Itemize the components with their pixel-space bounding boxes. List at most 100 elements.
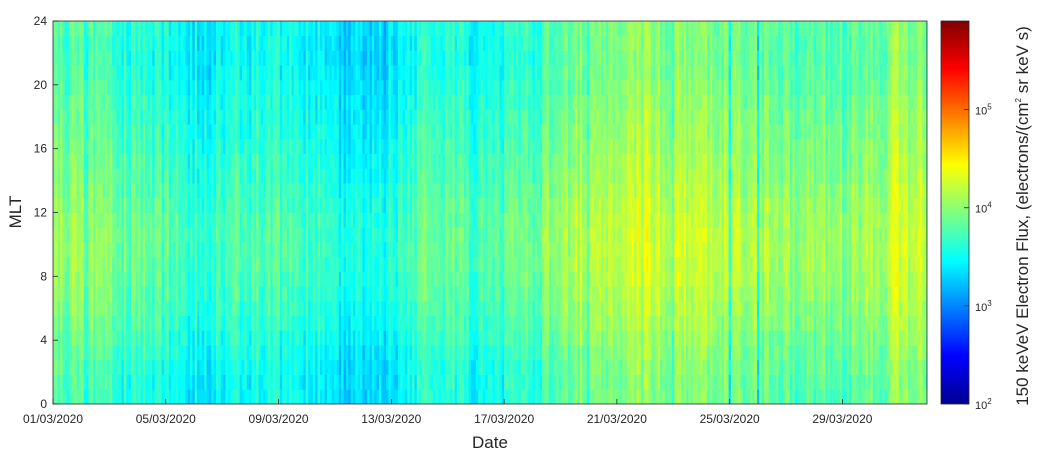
heatmap-cell — [454, 271, 458, 287]
heatmap-cell — [497, 374, 500, 390]
heatmap-cell — [390, 227, 394, 243]
heatmap-cell — [402, 168, 406, 184]
heatmap-cell — [180, 256, 184, 272]
heatmap-cell — [289, 21, 292, 37]
heatmap-cell — [78, 65, 82, 81]
heatmap-cell — [204, 330, 207, 346]
heatmap-cell — [364, 256, 368, 272]
heatmap-cell — [154, 124, 158, 140]
heatmap-cell — [291, 124, 295, 140]
heatmap-cell — [336, 359, 340, 375]
heatmap-cell — [426, 35, 429, 51]
heatmap-cell — [388, 94, 392, 110]
heatmap-cell — [367, 35, 370, 51]
heatmap-cell — [367, 168, 370, 184]
heatmap-cell — [315, 315, 318, 331]
heatmap-cell — [329, 35, 333, 51]
heatmap-cell — [456, 374, 460, 390]
heatmap-cell — [164, 359, 167, 375]
heatmap-cell — [116, 197, 120, 213]
heatmap-cell — [230, 359, 233, 375]
heatmap-cell — [367, 345, 370, 361]
heatmap-cell — [225, 138, 229, 154]
heatmap-cell — [393, 94, 396, 110]
heatmap-cell — [487, 109, 491, 125]
heatmap-cell — [369, 197, 373, 213]
heatmap-cell — [95, 50, 99, 66]
heatmap-cell — [76, 109, 80, 125]
heatmap-cell — [286, 330, 290, 346]
heatmap-cell — [265, 345, 269, 361]
heatmap-cell — [497, 315, 500, 331]
heatmap-cell — [374, 138, 378, 154]
heatmap-cell — [362, 79, 366, 96]
heatmap-cell — [282, 168, 285, 184]
heatmap-cell — [279, 197, 283, 213]
heatmap-cell — [227, 212, 231, 228]
heatmap-cell — [175, 389, 179, 404]
heatmap-cell — [322, 138, 326, 154]
heatmap-cell — [324, 21, 328, 37]
heatmap-cell — [400, 65, 403, 81]
heatmap-cell — [253, 65, 257, 81]
heatmap-cell — [331, 183, 335, 199]
heatmap-cell — [475, 374, 479, 390]
heatmap-cell — [161, 168, 165, 184]
heatmap-cell — [182, 389, 186, 404]
heatmap-cell — [369, 256, 373, 272]
heatmap-cell — [402, 389, 406, 404]
heatmap-cell — [100, 300, 103, 317]
heatmap-cell — [204, 197, 207, 213]
heatmap-cell — [348, 359, 352, 375]
heatmap-cell — [317, 138, 321, 154]
heatmap-cell — [487, 389, 491, 404]
heatmap-cell — [230, 109, 233, 125]
heatmap-cell — [438, 168, 441, 184]
heatmap-cell — [154, 50, 158, 66]
heatmap-cell — [416, 241, 420, 258]
heatmap-cell — [416, 183, 420, 199]
heatmap-cell — [159, 389, 163, 404]
heatmap-cell — [284, 65, 288, 81]
heatmap-cell — [381, 315, 385, 331]
heatmap-cell — [168, 35, 172, 51]
heatmap-cell — [487, 138, 491, 154]
heatmap-cell — [67, 109, 70, 125]
heatmap-cell — [249, 300, 252, 317]
heatmap-cell — [154, 241, 158, 258]
heatmap-cell — [145, 345, 148, 361]
heatmap-cell — [220, 109, 224, 125]
heatmap-cell — [204, 359, 207, 375]
heatmap-cell — [331, 271, 335, 287]
heatmap-cell — [265, 65, 269, 81]
heatmap-cell — [308, 286, 311, 302]
heatmap-cell — [256, 286, 259, 302]
heatmap-cell — [232, 35, 236, 51]
heatmap-cell — [355, 21, 359, 37]
heatmap-cell — [152, 389, 155, 404]
heatmap-cell — [296, 35, 300, 51]
heatmap-cell — [492, 271, 496, 287]
heatmap-cell — [404, 168, 408, 184]
heatmap-cell — [258, 359, 262, 375]
heatmap-cell — [197, 256, 200, 272]
heatmap-cell — [90, 153, 94, 169]
heatmap-cell — [289, 197, 292, 213]
heatmap-cell — [490, 197, 493, 213]
heatmap-cell — [272, 153, 276, 169]
heatmap-cell — [109, 21, 113, 37]
heatmap-cell — [159, 94, 163, 110]
heatmap-cell — [272, 227, 276, 243]
heatmap-cell — [383, 79, 387, 96]
heatmap-cell — [329, 21, 333, 37]
heatmap-cell — [386, 50, 389, 66]
heatmap-cell — [461, 212, 465, 228]
heatmap-cell — [135, 197, 139, 213]
heatmap-cell — [341, 50, 344, 66]
heatmap-cell — [256, 374, 259, 390]
heatmap-cell — [428, 374, 432, 390]
heatmap-cell — [208, 94, 212, 110]
heatmap-cell — [393, 227, 396, 243]
heatmap-cell — [119, 197, 122, 213]
heatmap-cell — [201, 300, 205, 317]
